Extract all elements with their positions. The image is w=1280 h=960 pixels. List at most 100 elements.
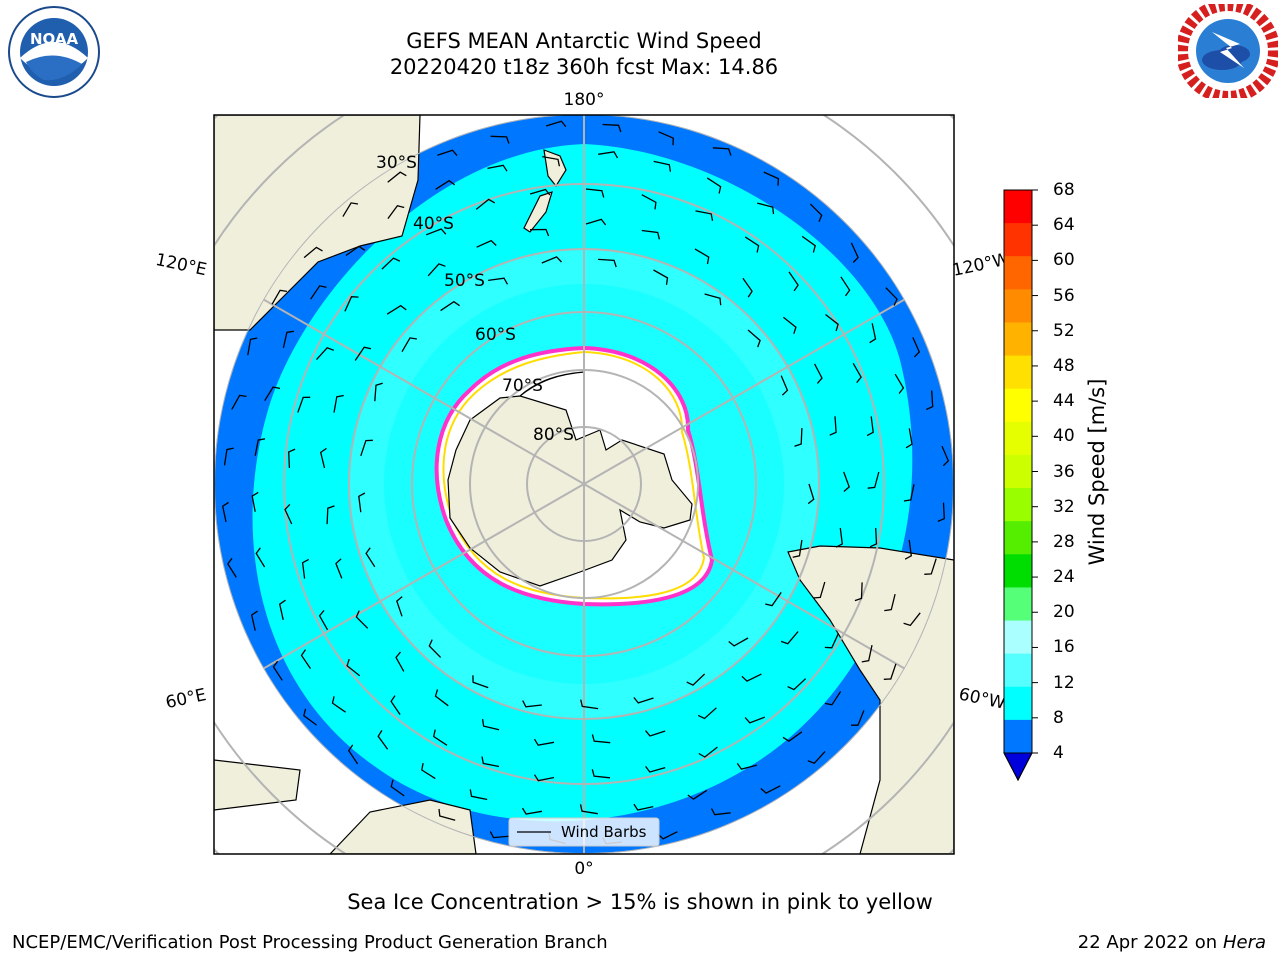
colorbar-tick-label: 28 [1053, 531, 1075, 552]
wind-barb [728, 637, 749, 647]
wind-barb [814, 363, 823, 384]
wind-barb [695, 210, 714, 221]
lat-label-40s: 40°S [413, 214, 454, 234]
wind-barb [437, 149, 458, 157]
lon-label-120w: 120°W [951, 249, 1012, 281]
wind-barb [545, 120, 567, 128]
colorbar-bin [1004, 388, 1032, 423]
wind-barb [264, 386, 281, 402]
wind-barb [533, 774, 555, 782]
wind-barb [829, 416, 837, 436]
wind-barb [710, 808, 731, 816]
colorbar-bin [1004, 587, 1032, 622]
wind-barb [481, 756, 500, 768]
wind-barb [697, 707, 717, 720]
wind-barb [316, 347, 335, 361]
wind-barb [854, 582, 863, 602]
wind-barb [542, 155, 561, 167]
wind-barb [883, 663, 897, 680]
colorbar-tick-label: 40 [1053, 426, 1075, 447]
map-legend: Wind Barbs [508, 817, 660, 847]
wind-barb [867, 471, 880, 489]
wind-barb [529, 228, 550, 237]
colorbar [1003, 189, 1038, 782]
wind-barb [904, 539, 913, 560]
wind-barb [381, 257, 401, 270]
wind-barb [884, 593, 896, 612]
wind-barb [840, 276, 851, 297]
wind-barb [300, 649, 312, 669]
wind-barb [757, 202, 775, 215]
colorbar-tick-label: 60 [1053, 250, 1075, 271]
wind-barb [736, 763, 758, 770]
colorbar-tick-label: 36 [1053, 461, 1075, 482]
wind-barb [533, 738, 555, 746]
wind-barb [247, 337, 258, 356]
wind-barb [843, 471, 850, 492]
wind-barb [653, 269, 669, 285]
wind-barb [355, 610, 369, 629]
wind-barb [658, 131, 674, 146]
noaa-logo: NOAA [8, 6, 100, 98]
wind-barb [254, 438, 266, 456]
wind-barb [869, 323, 877, 344]
colorbar-bin [1004, 653, 1032, 688]
colorbar-tick-label: 4 [1053, 743, 1064, 763]
wind-barb [425, 228, 447, 236]
wind-barb [712, 147, 732, 156]
wind-barb [387, 204, 405, 219]
wind-barb [765, 592, 782, 607]
wind-barb [591, 769, 611, 779]
wind-barb [421, 762, 436, 780]
wind-barb [894, 373, 905, 394]
wind-barb [782, 731, 803, 742]
wind-barb [598, 258, 617, 268]
madagascar-landmass [214, 759, 301, 811]
wind-barb [377, 730, 389, 750]
wind-barb [488, 277, 509, 285]
wind-barb [438, 808, 456, 821]
wind-barbs [221, 120, 950, 845]
lat-label-30s: 30°S [376, 153, 417, 173]
wind-barb [788, 271, 799, 292]
wind-barb [780, 631, 799, 645]
wind-barb [255, 547, 266, 568]
wind-barb [851, 710, 865, 726]
wind-barb [866, 416, 874, 437]
wind-barb [763, 171, 780, 186]
wind-barb [435, 179, 456, 190]
wind-barb [657, 831, 678, 840]
wind-barb [347, 744, 359, 765]
wind-barb [824, 632, 840, 649]
wind-barb [475, 198, 496, 210]
wind-barb [861, 644, 873, 663]
wind-barb [387, 171, 407, 183]
chart-title: GEFS MEAN Antarctic Wind Speed [406, 29, 762, 53]
wind-barb [633, 697, 654, 704]
wind-barb [301, 558, 310, 579]
colorbar-tick-label: 52 [1053, 320, 1075, 341]
wind-barb [869, 527, 878, 548]
wind-barb [744, 236, 760, 253]
wind-barb [346, 658, 361, 677]
wind-barb [401, 337, 418, 353]
wind-barb [223, 447, 234, 466]
wind-barb [345, 245, 366, 257]
wind-barb [641, 229, 661, 240]
wind-barb [319, 447, 327, 469]
wind-barb [541, 256, 562, 264]
lat-label-50s: 50°S [444, 271, 485, 291]
wind-barb [469, 789, 488, 801]
wind-barb [787, 678, 807, 691]
caption: Sea Ice Concentration > 15% is shown in … [347, 890, 933, 914]
wind-barb [386, 304, 407, 315]
wind-barb [698, 746, 718, 758]
wind-barb [602, 123, 622, 133]
colorbar-bin [1004, 289, 1032, 323]
wind-barb [903, 484, 915, 502]
lon-label-60w: 60°W [957, 684, 1007, 713]
legend-wind-barbs-label: Wind Barbs [561, 823, 647, 841]
wind-barb [760, 785, 781, 794]
wind-barb [374, 382, 383, 402]
colorbar-bin [1004, 719, 1032, 754]
